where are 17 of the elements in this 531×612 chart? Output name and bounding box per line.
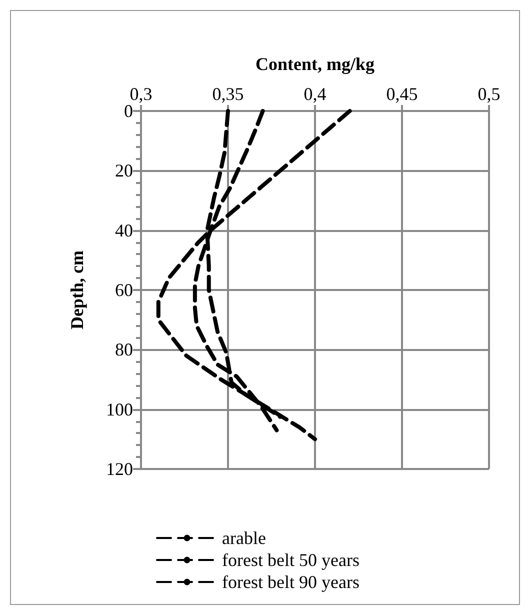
- y-tick-label: 60: [115, 280, 133, 300]
- legend-label: forest belt 90 years: [222, 572, 360, 592]
- x-tick-label: 0,35: [212, 84, 244, 104]
- x-tick-label: 0,5: [478, 84, 500, 104]
- x-tick-label: 0,4: [304, 84, 326, 104]
- y-tick-label: 40: [115, 220, 133, 240]
- y-tick-label: 0: [124, 101, 133, 121]
- y-tick-label: 100: [106, 399, 133, 420]
- y-tick-label: 120: [106, 459, 133, 479]
- legend-label: arable: [222, 528, 266, 548]
- x-axis-title: Content, mg/kg: [255, 54, 375, 74]
- y-tick-label: 80: [115, 340, 133, 360]
- legend-label: forest belt 50 years: [222, 550, 360, 570]
- x-tick-label: 0,3: [130, 84, 152, 104]
- y-tick-label: 20: [115, 160, 133, 181]
- x-tick-label: 0,45: [386, 84, 418, 104]
- y-axis-title: Depth, cm: [67, 250, 87, 330]
